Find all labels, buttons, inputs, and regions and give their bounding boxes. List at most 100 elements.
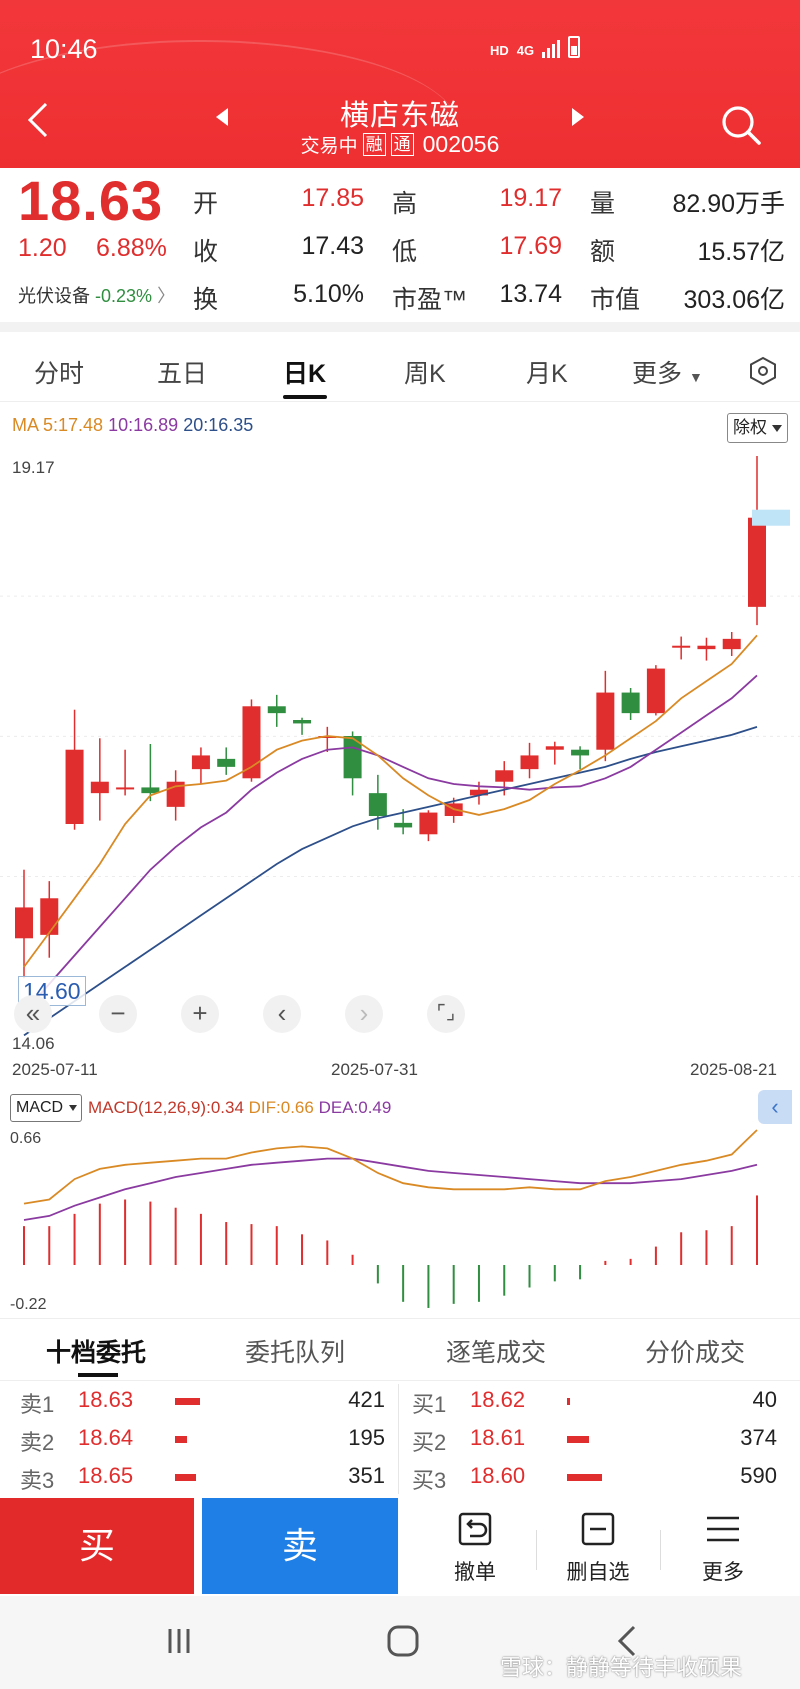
recent-apps-icon[interactable] [164,1626,194,1656]
candle-body [545,746,564,750]
macd-axis-min: -0.22 [10,1296,47,1313]
buy-row[interactable]: 买1 18.62 40 [412,1387,787,1425]
cancel-order-icon [458,1512,492,1546]
candle-body [520,755,539,770]
candle [65,709,84,830]
system-nav-bar [0,1596,800,1689]
order-tabs: 十档委托 委托队列 逐笔成交 分价成交 [0,1318,800,1380]
caret-down-icon: ▼ [688,369,703,385]
macd-chart[interactable] [0,1090,800,1320]
tab-more-label: 更多 [632,360,683,388]
scroll-left-icon[interactable]: « [14,995,52,1033]
low-label: 低 [392,238,418,266]
candle [520,742,539,779]
adjust-mode-button[interactable]: 除权 [727,413,788,443]
candle-body [748,517,766,607]
sector-name: 光伏设备 [18,286,90,306]
buy-price: 18.61 [470,1425,526,1450]
tab-daily-k[interactable]: 日K [283,360,327,388]
mktcap-value: 303.06亿 [683,286,785,314]
candle-body [722,638,741,650]
candle-body [242,706,261,779]
current-price-marker [752,509,790,526]
app-header: 10:46 HD 4G 横店东磁 交易中 融 通 002056 [0,0,800,168]
back-nav-icon[interactable] [614,1624,640,1658]
sector-link[interactable]: 光伏设备 -0.23% 〉 [18,282,175,308]
home-icon[interactable] [386,1624,420,1658]
turnover-value: 5.10% [293,280,364,308]
cancel-order-button[interactable]: 撤单 [420,1510,530,1586]
margin-tag: 融 [362,133,386,156]
tab-weekly-k[interactable]: 周K [404,360,446,388]
candle [40,881,59,958]
sell-row[interactable]: 卖1 18.63 421 [20,1387,395,1425]
signal-icon [542,40,561,58]
buy-row[interactable]: 买2 18.61 374 [412,1425,787,1463]
candle-body [267,706,286,714]
candle [419,810,438,842]
tab-order-book[interactable]: 十档委托 [46,1339,147,1367]
candle-body [15,907,33,939]
watermark: 雪球：静静等待丰收硕果 [500,1655,743,1680]
pe-label: 市盈™ [392,286,468,314]
tab-more[interactable]: 更多 ▼ [632,354,703,390]
sell-row[interactable]: 卖2 18.64 195 [20,1425,395,1463]
collapse-panel-icon[interactable]: ‹ [758,1090,792,1124]
sell-volume: 351 [348,1463,385,1488]
buy-row[interactable]: 买3 18.60 590 [412,1463,787,1501]
sell-row[interactable]: 卖3 18.65 351 [20,1463,395,1501]
active-tab-indicator [78,1373,118,1377]
tab-monthly-k[interactable]: 月K [526,360,568,388]
more-actions-button[interactable]: 更多 [668,1510,778,1586]
pan-right-icon[interactable]: › [345,995,383,1033]
sell-price: 18.63 [78,1387,134,1412]
ma20-line [23,726,758,1037]
candle [90,738,109,821]
high-value: 19.17 [499,184,562,212]
candle [141,744,160,802]
macd-dif: DIF:0.66 [248,1098,314,1117]
candle-body [318,736,337,738]
zoom-in-icon[interactable]: + [181,995,219,1033]
tab-price-volume[interactable]: 分价成交 [645,1339,746,1367]
tab-tick-trades[interactable]: 逐笔成交 [446,1339,547,1367]
remove-watchlist-icon [581,1512,615,1546]
remove-watchlist-button[interactable]: 删自选 [543,1510,653,1586]
buy-button[interactable]: 买 [0,1498,194,1594]
order-book: 卖1 18.63 421 卖2 18.64 195 卖3 18.65 351 买1 18.62 40 买… [0,1380,800,1498]
volume-value: 82.90万手 [672,190,785,218]
quote-panel: 18.63 1.20 6.88% 光伏设备 -0.23% 〉 开 17.85 收… [0,168,800,328]
buy-volume: 590 [740,1463,777,1488]
high-label: 高 [392,190,418,218]
candle [722,632,741,656]
candle-body [621,692,640,714]
stock-subtitle: 交易中 融 通 002056 [0,131,800,158]
candle [267,694,286,727]
next-stock-icon[interactable] [572,108,584,126]
trade-status: 交易中 [300,136,358,157]
search-icon[interactable] [720,104,762,146]
zoom-out-icon[interactable]: − [99,995,137,1033]
prev-stock-icon[interactable] [216,108,228,126]
ma-legend: MA 5:17.48 10:16.89 20:16.35 [12,415,253,436]
settings-hexagon-icon[interactable] [748,356,778,386]
pan-left-icon[interactable]: ‹ [263,995,301,1033]
candle [646,665,665,716]
dif-line [23,1129,758,1205]
sell-button[interactable]: 卖 [202,1498,398,1594]
tab-five-day[interactable]: 五日 [157,360,208,388]
price-change: 1.20 [18,234,67,262]
candle [293,717,312,735]
candle [217,747,236,775]
sell-volume-bar [175,1474,196,1481]
tab-intraday[interactable]: 分时 [34,360,85,388]
back-arrow-icon[interactable] [22,100,56,140]
indicator-selector[interactable]: MACD [10,1094,82,1122]
tab-order-queue[interactable]: 委托队列 [245,1339,346,1367]
sector-change: -0.23% [95,286,153,306]
menu-icon [707,1516,739,1542]
candle-body [65,749,84,824]
fullscreen-icon[interactable]: ⌜⌟ [427,995,465,1033]
stock-code: 002056 [422,131,500,157]
kline-chart[interactable] [0,440,800,1060]
